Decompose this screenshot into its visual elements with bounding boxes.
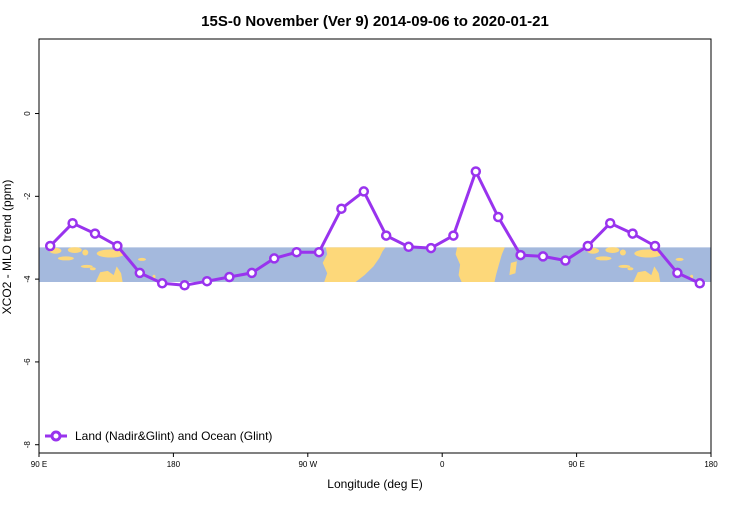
x-tick-label-4: 90 E [568, 460, 584, 469]
land-madagascar [509, 261, 517, 276]
x-axis-label: Longitude (deg E) [327, 477, 422, 491]
plot-frame [38, 38, 712, 454]
land-masses [49, 247, 694, 282]
land-java-east [595, 256, 612, 261]
x-tick-label-2: 90 W [298, 460, 317, 469]
data-point [649, 240, 661, 252]
data-point [358, 186, 370, 197]
data-point [448, 230, 459, 241]
land-borneo-west [67, 247, 82, 253]
data-point [89, 228, 101, 239]
land-sulawesi-east [619, 249, 626, 256]
data-point [604, 217, 616, 229]
data-point [492, 211, 504, 223]
y-axis: 0 -2 -4 -6 -8 [23, 111, 39, 449]
land-south-america [322, 247, 386, 282]
series-layer [44, 166, 706, 291]
data-point [582, 240, 594, 252]
x-tick-label-1: 180 [167, 460, 181, 469]
data-point [537, 251, 549, 262]
y-axis-label: XCO2 - MLO trend (ppm) [0, 180, 14, 315]
y-tick-label-1: -2 [23, 192, 32, 200]
data-point [380, 230, 392, 241]
y-tick-label-4: -8 [23, 441, 32, 449]
y-tick-label-2: -4 [23, 275, 32, 283]
data-point [44, 240, 56, 252]
land-flores-east [618, 264, 631, 268]
land-australia-north-west [95, 266, 123, 282]
x-tick-label-3: 0 [440, 460, 445, 469]
data-point [67, 217, 78, 229]
legend: Land (Nadir&Glint) and Ocean (Glint) [45, 429, 272, 443]
data-point [425, 242, 437, 254]
data-point [515, 249, 526, 261]
land-timor-west [89, 267, 96, 271]
legend-label: Land (Nadir&Glint) and Ocean (Glint) [75, 429, 272, 443]
data-point [156, 278, 168, 289]
land-borneo-east [605, 247, 620, 253]
data-point [179, 280, 190, 291]
data-point [470, 166, 482, 177]
data-point [672, 267, 683, 279]
land-australia-north-east [633, 266, 661, 282]
data-point [694, 278, 706, 289]
data-point [201, 275, 213, 287]
land-flores-west [80, 264, 93, 268]
data-point [224, 271, 235, 283]
data-point [268, 253, 280, 264]
data-point [313, 246, 325, 258]
data-point [112, 240, 123, 252]
data-point [246, 267, 258, 279]
data-point [291, 246, 302, 258]
y-tick-label-0: 0 [23, 111, 32, 116]
y-tick-label-3: -6 [23, 358, 32, 366]
x-axis: 90 E 180 90 W 0 90 E 180 [31, 453, 718, 469]
land-solomon-east [675, 257, 684, 261]
data-point [403, 241, 414, 253]
land-solomon-west [138, 257, 146, 261]
land-sulawesi-west [82, 249, 89, 256]
data-point [560, 255, 571, 266]
data-point [627, 228, 638, 239]
legend-marker-swatch [50, 430, 62, 442]
land-new-guinea-east [634, 249, 663, 258]
background-map-band [39, 247, 711, 283]
data-point [336, 203, 347, 214]
land-new-guinea-west [96, 249, 125, 258]
land-africa [455, 247, 505, 282]
x-tick-label-0: 90 E [31, 460, 47, 469]
land-java-west [57, 256, 74, 261]
land-timor-east [627, 267, 634, 271]
chart-title: 15S-0 November (Ver 9) 2014-09-06 to 202… [201, 13, 549, 30]
data-point [134, 267, 146, 279]
x-tick-label-5: 180 [704, 460, 718, 469]
